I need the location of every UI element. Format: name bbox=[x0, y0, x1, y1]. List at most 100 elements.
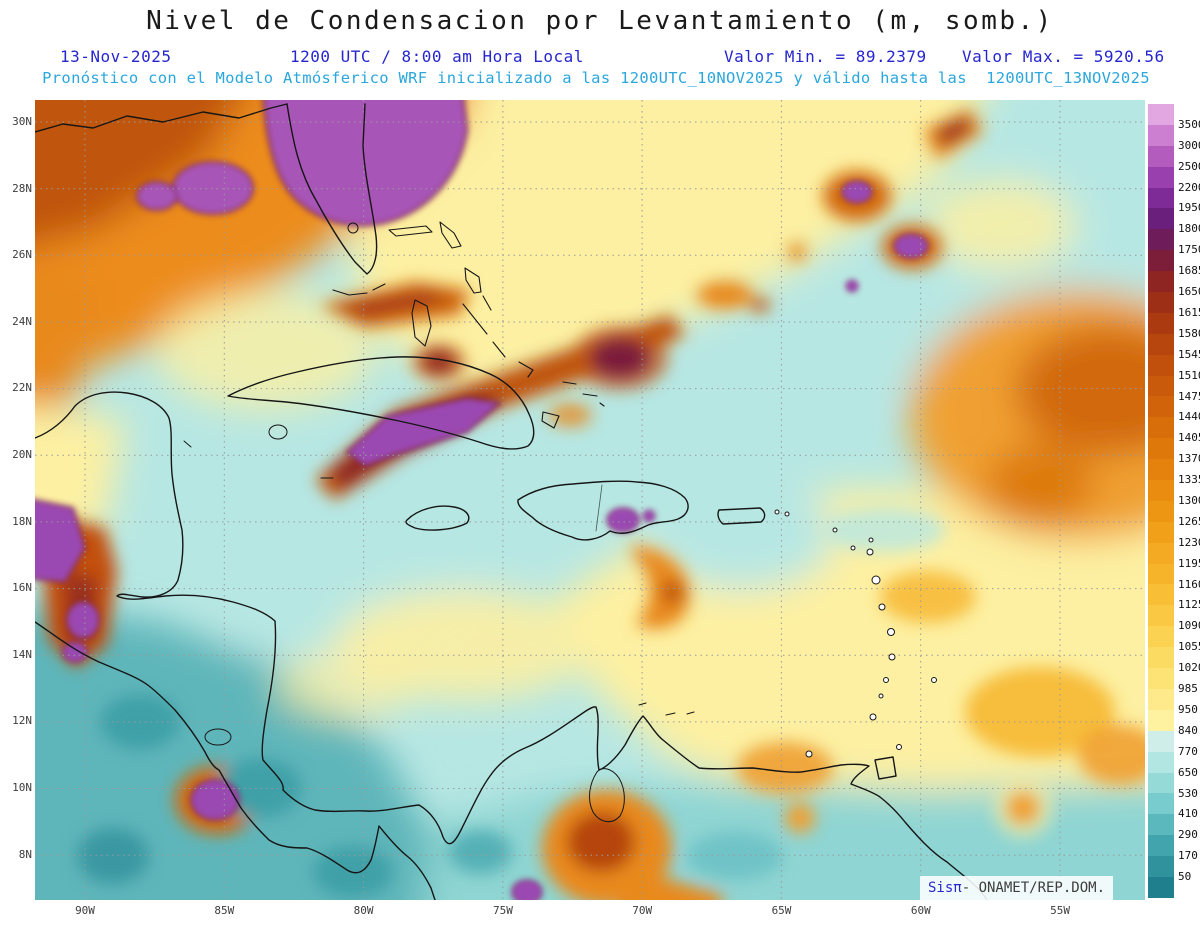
colorbar-level-label: 650 bbox=[1178, 765, 1198, 779]
colorbar-segment bbox=[1148, 166, 1174, 188]
colorbar-level-label: 1650 bbox=[1178, 285, 1200, 299]
colorbar-level-label: 1685 bbox=[1178, 264, 1200, 278]
lat-tick-label: 12N bbox=[12, 714, 32, 728]
colorbar-level-label: 3000 bbox=[1178, 138, 1200, 152]
colorbar-segment bbox=[1148, 584, 1174, 606]
colorbar-level-label: 1510 bbox=[1178, 368, 1200, 382]
colorbar-segment bbox=[1148, 124, 1174, 146]
florida-coast bbox=[286, 103, 378, 275]
lat-tick-label: 14N bbox=[12, 647, 32, 661]
colorbar-level-label: 840 bbox=[1178, 723, 1198, 737]
colorbar-segment bbox=[1148, 542, 1174, 564]
colorbar-segment bbox=[1148, 668, 1174, 689]
colorbar-level-label: 1950 bbox=[1178, 201, 1200, 215]
colorbar-level-label: 985 bbox=[1178, 682, 1198, 696]
colorbar-level-label: 1230 bbox=[1178, 535, 1200, 549]
colorbar-level-label: 1300 bbox=[1178, 494, 1200, 507]
colorbar-level-label: 1475 bbox=[1178, 389, 1200, 403]
lat-tick-label: 18N bbox=[12, 514, 32, 528]
colorbar-level-label: 1750 bbox=[1178, 243, 1200, 257]
lat-tick-label: 8N bbox=[18, 847, 32, 861]
colorbar-level-label: 170 bbox=[1178, 849, 1198, 863]
colorbar-segment bbox=[1148, 856, 1174, 877]
lake-nicaragua bbox=[204, 728, 232, 746]
colorbar-level-label: 1020 bbox=[1178, 661, 1200, 675]
colorbar-segment bbox=[1148, 688, 1174, 710]
colorbar-segment bbox=[1148, 438, 1174, 460]
colorbar-level-label: 290 bbox=[1178, 828, 1198, 842]
colorbar-segment bbox=[1148, 563, 1174, 585]
trinidad-coast bbox=[874, 756, 897, 780]
colorbar-segment bbox=[1148, 208, 1174, 230]
chart-title: Nivel de Condensacion por Levantamiento … bbox=[146, 6, 1054, 36]
watermark-text: - ONAMET/REP.DOM. bbox=[961, 880, 1106, 896]
colorbar-segment bbox=[1148, 521, 1174, 543]
lat-tick-label: 26N bbox=[12, 248, 32, 262]
coastlines bbox=[35, 103, 988, 900]
contour-field-purple-cells bbox=[35, 100, 929, 900]
colorbar-segment bbox=[1148, 459, 1174, 481]
lat-tick-label: 24N bbox=[12, 314, 32, 328]
colorbar-level-label: 1160 bbox=[1178, 577, 1200, 591]
florida-keys bbox=[332, 283, 386, 296]
jamaica-coast bbox=[405, 505, 470, 531]
colorbar-segment bbox=[1148, 145, 1174, 167]
colorbar bbox=[1148, 104, 1174, 898]
pacific-coast bbox=[35, 621, 436, 900]
colorbar-segment bbox=[1148, 312, 1174, 334]
colorbar-segment bbox=[1148, 605, 1174, 627]
forecast-description: Pronóstico con el Modelo Atmósferico WRF… bbox=[42, 69, 1150, 87]
weather-contour-map bbox=[35, 100, 1145, 900]
colorbar-segment bbox=[1148, 333, 1174, 355]
colorbar-segment bbox=[1148, 187, 1174, 209]
lon-tick-label: 60W bbox=[910, 904, 931, 917]
lat-tick-label: 28N bbox=[12, 181, 32, 195]
watermark: Sisπ- ONAMET/REP.DOM. bbox=[920, 876, 1114, 900]
colorbar-segment bbox=[1148, 876, 1174, 898]
colorbar-segment bbox=[1148, 626, 1174, 648]
colorbar-level-label: 1405 bbox=[1178, 431, 1200, 445]
lat-tick-label: 10N bbox=[12, 781, 32, 794]
colorbar-segment bbox=[1148, 835, 1174, 857]
colorbar-segment bbox=[1148, 500, 1174, 522]
colorbar-segment bbox=[1148, 375, 1174, 397]
colorbar-segment bbox=[1148, 647, 1174, 669]
lat-tick-label: 22N bbox=[12, 381, 32, 395]
colorbar-level-label: 1125 bbox=[1178, 598, 1200, 612]
colorbar-segment bbox=[1148, 480, 1174, 501]
colorbar-segment bbox=[1148, 730, 1174, 752]
lat-tick-label: 16N bbox=[12, 581, 32, 595]
colorbar-level-label: 2500 bbox=[1178, 159, 1200, 173]
colorbar-level-label: 1580 bbox=[1178, 326, 1200, 340]
lon-tick-label: 85W bbox=[214, 904, 235, 917]
value-min-label: Valor Min. = 89.2379 bbox=[724, 47, 927, 66]
colorbar-segment bbox=[1148, 396, 1174, 418]
colorbar-segment bbox=[1148, 229, 1174, 251]
colorbar-level-label: 1370 bbox=[1178, 452, 1200, 466]
puerto-rico-coast bbox=[717, 507, 766, 525]
colorbar-segment bbox=[1148, 709, 1174, 731]
colorbar-segment bbox=[1148, 793, 1174, 815]
colorbar-level-label: 1800 bbox=[1178, 222, 1200, 236]
colorbar-level-label: 1545 bbox=[1178, 347, 1200, 361]
cuba-coast bbox=[227, 356, 535, 450]
colorbar-segment bbox=[1148, 250, 1174, 272]
map-area bbox=[35, 100, 1145, 900]
colorbar-segment bbox=[1148, 292, 1174, 313]
lesser-antilles-islands bbox=[774, 509, 937, 758]
lon-tick-label: 70W bbox=[632, 904, 653, 917]
lat-tick-label: 20N bbox=[12, 448, 32, 461]
colorbar-level-label: 50 bbox=[1178, 870, 1192, 884]
colorbar-segment bbox=[1148, 271, 1174, 293]
colorbar-level-label: 1265 bbox=[1178, 514, 1200, 528]
colorbar-level-label: 1090 bbox=[1178, 619, 1200, 633]
gulf-coast bbox=[35, 103, 288, 133]
colorbar-level-label: 2200 bbox=[1178, 180, 1200, 194]
colorbar-level-label: 1335 bbox=[1178, 473, 1200, 487]
colorbar-segment bbox=[1148, 417, 1174, 439]
lon-tick-label: 80W bbox=[353, 904, 374, 917]
bahamas-coast bbox=[388, 221, 605, 429]
lon-tick-label: 90W bbox=[75, 904, 95, 917]
graticule-gridlines bbox=[35, 100, 1145, 900]
colorbar-level-label: 3500 bbox=[1178, 117, 1200, 131]
